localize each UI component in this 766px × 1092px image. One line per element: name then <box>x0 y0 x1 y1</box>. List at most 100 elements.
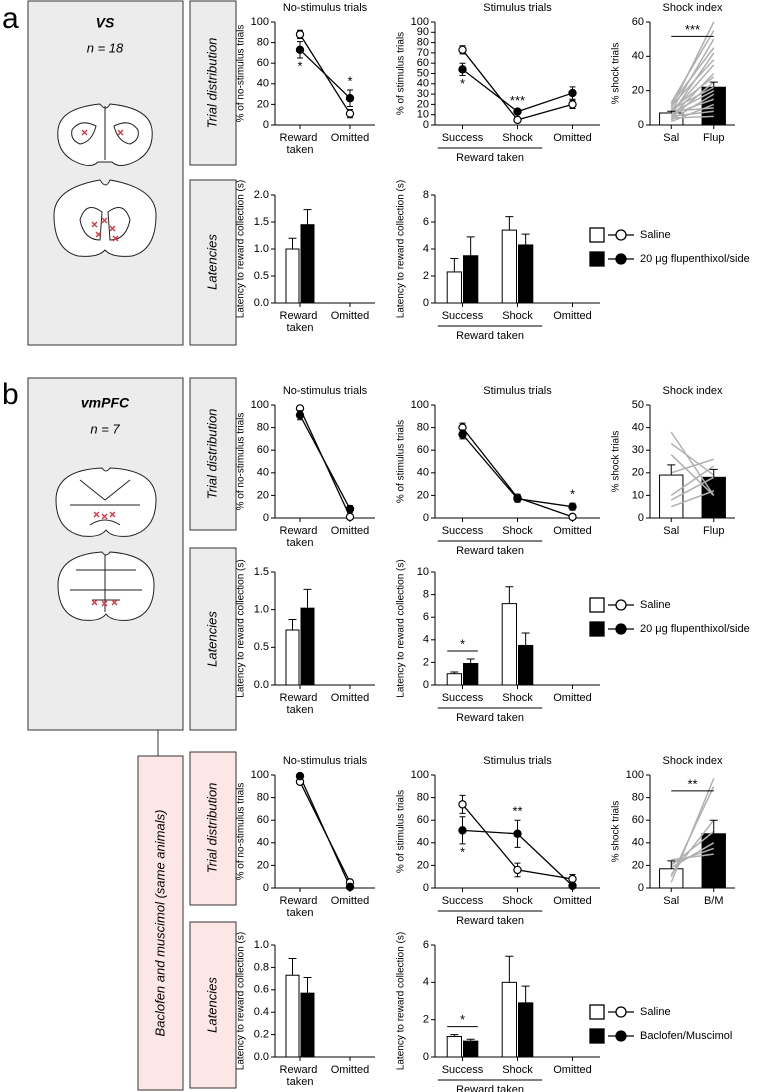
x-tick-label: Omitted <box>331 132 370 144</box>
y-tick-label: 30 <box>417 88 429 100</box>
error-bar <box>288 618 297 631</box>
significance: * <box>460 76 465 91</box>
bar <box>701 833 726 889</box>
x-tick-label: Shock <box>502 310 533 322</box>
x-tick-label: Reward taken <box>280 895 321 919</box>
y-tick-label: 90 <box>417 26 429 38</box>
significance: *** <box>510 93 525 108</box>
y-tick-label: 100 <box>251 399 269 411</box>
y-tick-label: 0 <box>638 512 644 524</box>
y-axis-label: % of no-stimulus trials <box>236 783 247 881</box>
bar <box>300 992 315 1058</box>
x-tick-label: Omitted <box>553 692 592 704</box>
y-tick-label: 2 <box>423 1014 429 1026</box>
y-tick-label: 80 <box>257 37 269 49</box>
series-line <box>299 414 351 510</box>
legend-label: 20 μg flupenthixol/side <box>640 253 750 265</box>
y-tick-label: 6 <box>423 216 429 228</box>
panel-label: a <box>2 2 19 35</box>
point <box>458 800 467 809</box>
y-tick-label: 80 <box>632 792 644 804</box>
y-axis-label: % of stimulus trials <box>396 420 407 503</box>
bar <box>463 1040 479 1058</box>
y-tick-label: 50 <box>417 67 429 79</box>
legend-marker <box>615 599 627 611</box>
y-tick-label: 80 <box>417 422 429 434</box>
x-tick-label: Flup <box>703 525 724 537</box>
y-tick-label: 6 <box>423 939 429 951</box>
series-line <box>299 775 351 888</box>
error-bar <box>505 586 514 604</box>
subject-line <box>671 110 714 118</box>
legend-marker <box>615 253 627 265</box>
chart-title: Stimulus trials <box>483 755 552 767</box>
subject-line <box>671 458 714 474</box>
significance: ** <box>687 776 697 791</box>
sample-size: n = 18 <box>87 40 124 55</box>
group-label: Reward taken <box>456 545 524 557</box>
row-box <box>189 751 237 906</box>
error-bar <box>303 209 312 225</box>
row-box <box>189 377 237 531</box>
bar <box>446 673 463 686</box>
x-tick-label: Success <box>442 895 484 907</box>
row-box <box>189 921 237 1089</box>
y-tick-label: 1.0 <box>254 939 269 951</box>
row-label: Latencies <box>204 977 219 1033</box>
point <box>458 45 467 55</box>
y-tick-label: 100 <box>411 399 429 411</box>
x-tick-label: Shock <box>502 895 533 907</box>
error-bar <box>521 233 530 245</box>
error-bar <box>466 658 475 664</box>
y-tick-label: 60 <box>632 814 644 826</box>
point <box>295 410 305 420</box>
bar <box>300 224 315 304</box>
panel-label: b <box>2 378 19 411</box>
subject-line <box>670 59 715 107</box>
y-tick-label: 0 <box>423 1051 429 1063</box>
row-box <box>189 179 237 346</box>
significance: * <box>460 844 465 859</box>
significance: * <box>347 73 352 88</box>
y-tick-label: 100 <box>626 769 644 781</box>
error-bar <box>303 588 312 609</box>
y-axis-label: % of no-stimulus trials <box>236 413 247 511</box>
y-tick-label: 80 <box>417 792 429 804</box>
y-tick-label: 4 <box>423 243 429 255</box>
y-tick-label: 0.8 <box>254 961 269 973</box>
legend-label: Saline <box>640 1006 671 1018</box>
bar <box>446 271 463 304</box>
point <box>458 65 467 74</box>
point <box>295 45 305 55</box>
x-tick-label: Success <box>442 525 484 537</box>
subject-line <box>670 76 715 111</box>
y-tick-label: 0.5 <box>254 641 269 653</box>
subject-line <box>670 103 715 123</box>
x-tick-label: Sal <box>663 895 679 907</box>
subject-line <box>670 785 715 878</box>
significance: * <box>460 1012 465 1027</box>
x-tick-label: Omitted <box>553 132 592 144</box>
group-box <box>137 755 184 1091</box>
y-tick-label: 40 <box>632 50 644 62</box>
bar <box>463 255 479 304</box>
y-tick-label: 60 <box>257 444 269 456</box>
row-box <box>189 0 237 166</box>
group-label: Reward taken <box>456 330 524 342</box>
bar <box>518 644 534 686</box>
error-bar <box>288 237 297 249</box>
bar <box>285 974 300 1058</box>
x-tick-label: Success <box>442 1064 484 1076</box>
row-label: Latencies <box>204 234 219 290</box>
x-tick-label: Omitted <box>331 1064 370 1076</box>
y-tick-label: 0 <box>638 119 644 131</box>
y-tick-label: 8 <box>423 589 429 601</box>
series-line <box>299 49 351 99</box>
brain-section <box>53 103 157 257</box>
x-tick-label: B/M <box>704 895 724 907</box>
sample-size: n = 7 <box>90 421 120 436</box>
y-tick-label: 40 <box>257 78 269 90</box>
y-tick-label: 40 <box>257 837 269 849</box>
y-tick-label: 40 <box>417 78 429 90</box>
x-tick-label: Success <box>442 310 484 322</box>
